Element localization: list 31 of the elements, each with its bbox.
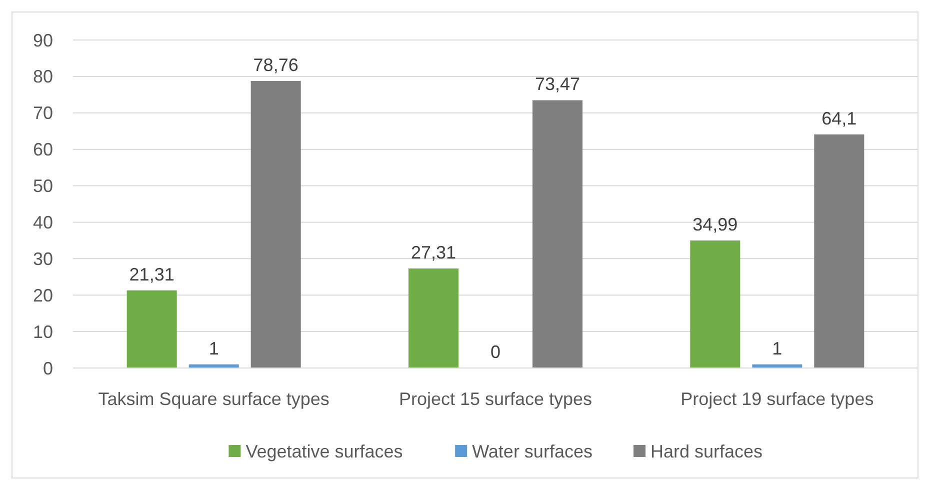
data-label: 64,1 [822,108,857,128]
y-tick-label: 20 [32,285,53,306]
bar [532,100,582,368]
x-tick-label: Project 15 surface types [398,389,592,409]
data-label: 27,31 [410,242,456,262]
bar [250,80,301,368]
y-tick-label: 90 [32,30,53,50]
data-label: 73,47 [534,74,580,94]
bar [690,240,740,368]
data-label: 34,99 [692,214,738,234]
bar [408,268,458,368]
legend-label: Vegetative surfaces [246,441,403,462]
y-tick-label: 50 [32,176,53,196]
bar [814,134,864,368]
legend-label: Hard surfaces [650,441,763,462]
y-tick-label: 70 [32,103,53,124]
x-tick-label: Project 19 surface types [680,389,874,409]
data-label: 78,76 [253,54,298,75]
y-tick-label: 80 [32,66,53,87]
x-tick-label: Taksim Square surface types [98,389,330,409]
y-tick-label: 10 [32,322,53,342]
y-tick-label: 0 [42,358,53,378]
data-label: 1 [772,338,782,358]
data-label: 1 [208,338,219,358]
data-label: 21,31 [129,264,174,284]
bar [126,290,177,368]
data-label: 0 [490,342,501,362]
legend-label: Water surfaces [472,441,592,462]
y-tick-label: 40 [32,212,53,233]
y-tick-label: 30 [32,248,53,269]
y-tick-label: 60 [32,140,53,160]
